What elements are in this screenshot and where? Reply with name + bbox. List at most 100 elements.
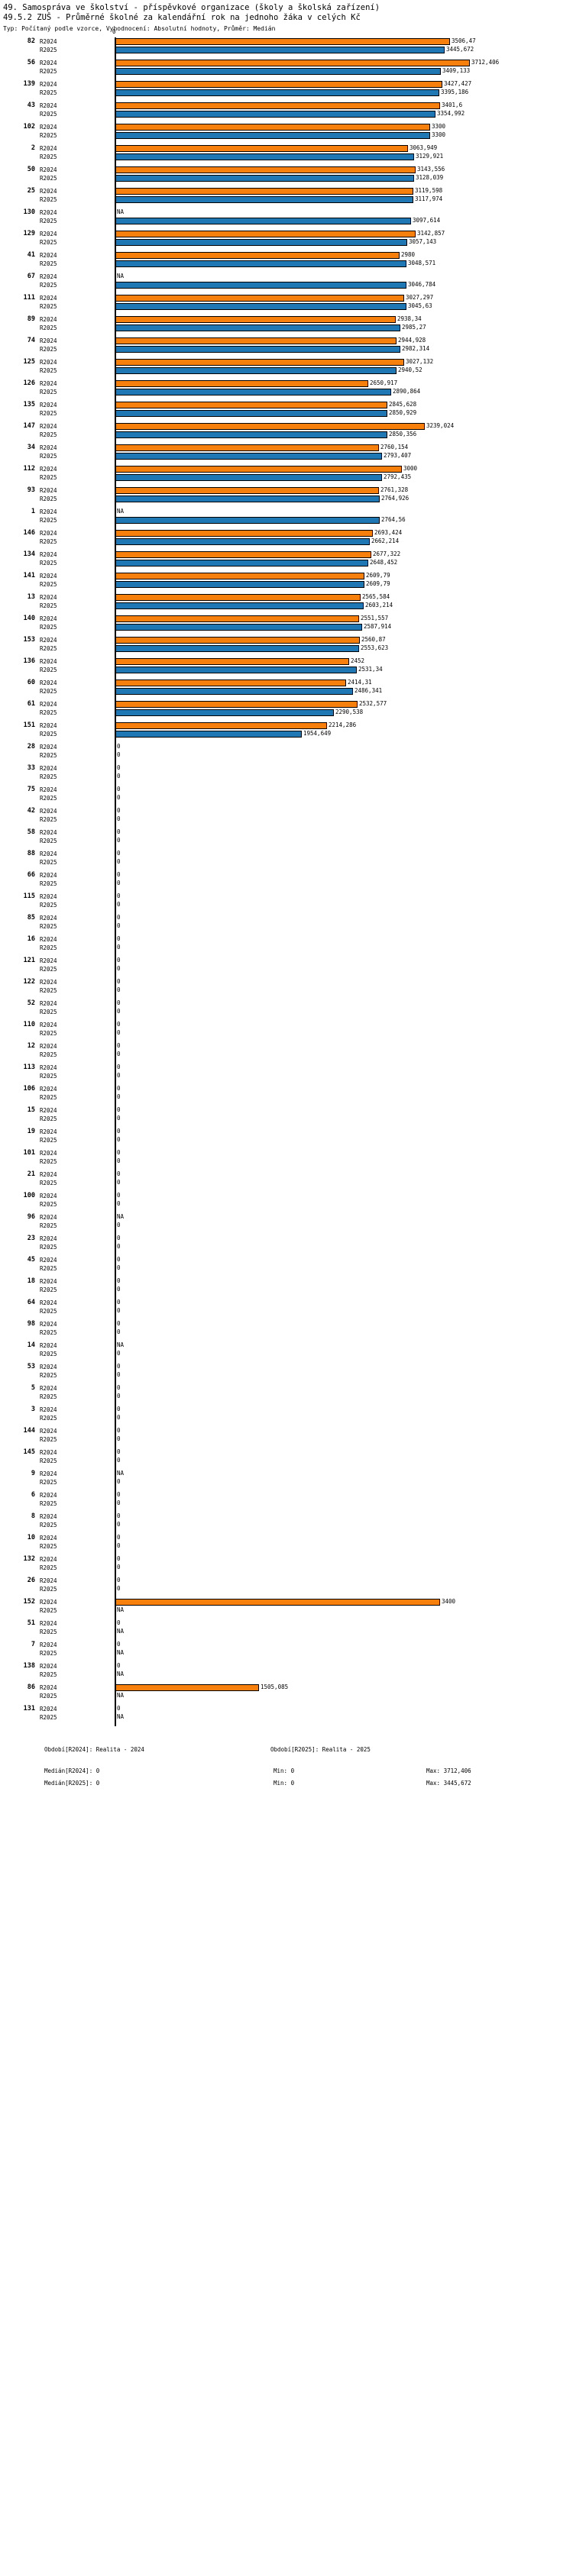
bar-r2025[interactable] <box>115 47 445 53</box>
bar-r2025[interactable] <box>115 709 334 716</box>
bar-r2024[interactable] <box>115 487 379 494</box>
bar-r2025[interactable] <box>115 602 364 609</box>
bar-r2024[interactable] <box>115 1599 440 1606</box>
bar-r2024[interactable] <box>115 551 371 558</box>
bar-r2024[interactable] <box>115 38 450 45</box>
bar-row: R2025 0 <box>0 922 573 931</box>
bar-group-label: 16 <box>27 935 35 943</box>
bar-group: 129 R2024 3142,857 R2025 3057,143 <box>0 230 573 251</box>
bar-r2025[interactable] <box>115 731 302 738</box>
bar-row-series-label: R2024 <box>40 1406 57 1413</box>
bar-r2024[interactable] <box>115 722 327 729</box>
bar-value-label: 3097,614 <box>413 217 441 224</box>
bar-r2024[interactable] <box>115 188 413 195</box>
bar-value-label: 0 <box>117 901 121 908</box>
bar-r2025[interactable] <box>115 68 441 75</box>
bar-r2025[interactable] <box>115 538 370 545</box>
bar-r2024[interactable] <box>115 81 442 88</box>
bar-row: R2025 2850,356 <box>0 431 573 439</box>
bar-r2025[interactable] <box>115 324 400 331</box>
bar-r2024[interactable] <box>115 252 400 259</box>
bar-r2024[interactable] <box>115 124 430 131</box>
bar-r2024[interactable] <box>115 316 396 323</box>
bar-r2024[interactable] <box>115 380 368 387</box>
bar-row: R2024 0 <box>0 1235 573 1243</box>
bar-r2025[interactable] <box>115 431 387 438</box>
bar-row: R2024 2760,154 <box>0 444 573 452</box>
bar-row: R2025 0 <box>0 1521 573 1529</box>
bar-r2024[interactable] <box>115 102 440 109</box>
bar-value-label: 0 <box>117 1277 121 1284</box>
bar-value-label: 2551,557 <box>361 615 389 621</box>
bar-r2025[interactable] <box>115 453 382 460</box>
bar-r2025[interactable] <box>115 496 380 502</box>
bar-row: R2025 2662,214 <box>0 537 573 546</box>
bar-group: 3 R2024 0 R2025 0 <box>0 1406 573 1427</box>
bar-r2025[interactable] <box>115 624 362 631</box>
bar-r2024[interactable] <box>115 1684 259 1691</box>
bar-container <box>115 282 406 289</box>
bar-r2024[interactable] <box>115 466 402 473</box>
bar-value-label: 2414,31 <box>348 679 372 686</box>
bar-r2025[interactable] <box>115 132 430 139</box>
bar-r2024[interactable] <box>115 658 349 665</box>
bar-r2025[interactable] <box>115 667 357 673</box>
bar-value-label: NA <box>117 1713 125 1720</box>
bar-r2025[interactable] <box>115 581 364 588</box>
bar-r2025[interactable] <box>115 89 439 96</box>
bar-row: R2024 3142,857 <box>0 230 573 238</box>
bar-r2024[interactable] <box>115 615 359 622</box>
bar-r2025[interactable] <box>115 645 359 652</box>
bar-group-label: 60 <box>27 679 35 686</box>
bar-r2024[interactable] <box>115 680 346 686</box>
bar-r2025[interactable] <box>115 175 414 182</box>
bar-r2025[interactable] <box>115 282 406 289</box>
bar-r2024[interactable] <box>115 444 379 451</box>
bar-r2025[interactable] <box>115 560 368 567</box>
bar-group: 93 R2024 2761,328 R2025 2764,926 <box>0 486 573 508</box>
bar-row-series-label: R2024 <box>40 1321 57 1328</box>
bar-r2024[interactable] <box>115 60 470 66</box>
bar-r2025[interactable] <box>115 517 380 524</box>
bar-group-label: 132 <box>23 1555 35 1563</box>
bar-row: R2025 2587,914 <box>0 623 573 631</box>
bar-r2024[interactable] <box>115 701 358 708</box>
bar-row: R2025 0 <box>0 1499 573 1508</box>
bar-r2024[interactable] <box>115 402 387 408</box>
bar-r2025[interactable] <box>115 367 397 374</box>
bar-value-label: 3506,47 <box>452 37 476 44</box>
bar-row: R2025 NA <box>0 1606 573 1615</box>
bar-r2025[interactable] <box>115 111 435 118</box>
bar-row: R2024 0 <box>0 1192 573 1200</box>
bar-r2025[interactable] <box>115 346 400 353</box>
bar-r2025[interactable] <box>115 239 407 246</box>
bar-r2025[interactable] <box>115 153 414 160</box>
bar-group: 16 R2024 0 R2025 0 <box>0 935 573 957</box>
bar-value-label: 2290,538 <box>335 709 364 715</box>
bar-r2024[interactable] <box>115 337 397 344</box>
bar-r2025[interactable] <box>115 260 406 267</box>
group-spacer <box>0 1722 573 1726</box>
bar-r2024[interactable] <box>115 359 404 366</box>
bar-r2024[interactable] <box>115 594 361 601</box>
bar-r2024[interactable] <box>115 145 408 152</box>
bar-row-series-label: R2025 <box>40 1586 57 1593</box>
bar-group-label: 53 <box>27 1363 35 1370</box>
bar-row-series-label: R2025 <box>40 1073 57 1080</box>
bar-r2025[interactable] <box>115 196 413 203</box>
bar-r2024[interactable] <box>115 166 416 173</box>
bar-row-series-label: R2025 <box>40 688 57 695</box>
bar-r2024[interactable] <box>115 231 416 237</box>
bar-r2024[interactable] <box>115 637 360 644</box>
bar-r2025[interactable] <box>115 218 411 224</box>
bar-r2025[interactable] <box>115 410 387 417</box>
bar-r2025[interactable] <box>115 389 391 395</box>
bar-r2024[interactable] <box>115 295 404 302</box>
bar-r2025[interactable] <box>115 303 406 310</box>
bar-r2024[interactable] <box>115 530 373 537</box>
bar-row-series-label: R2024 <box>40 1235 57 1242</box>
bar-r2025[interactable] <box>115 474 382 481</box>
bar-r2024[interactable] <box>115 423 425 430</box>
bar-r2024[interactable] <box>115 573 364 579</box>
bar-r2025[interactable] <box>115 688 353 695</box>
